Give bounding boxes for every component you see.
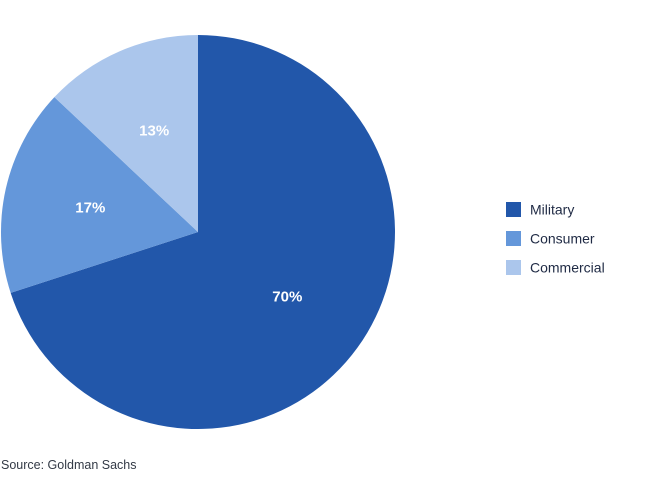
source-note: Source: Goldman Sachs [1, 458, 137, 472]
legend-label-consumer: Consumer [530, 231, 595, 247]
legend-label-military: Military [530, 202, 574, 218]
slice-label-military: 70% [272, 288, 302, 305]
pie-slice-military [10, 35, 395, 429]
pie-slice-consumer [0, 97, 198, 293]
pie-slices [0, 34, 395, 429]
slice-label-consumer: 17% [75, 199, 105, 216]
legend-swatch-commercial [506, 260, 521, 275]
slice-label-commercial: 13% [139, 122, 169, 139]
pie-slice-commercial [54, 34, 198, 233]
legend-label-commercial: Commercial [530, 260, 605, 276]
legend-swatch-consumer [506, 231, 521, 246]
legend-swatch-military [506, 202, 521, 217]
pie-slice-labels: 70% 17% 13% [75, 122, 302, 305]
legend: Military Consumer Commercial [506, 202, 605, 276]
